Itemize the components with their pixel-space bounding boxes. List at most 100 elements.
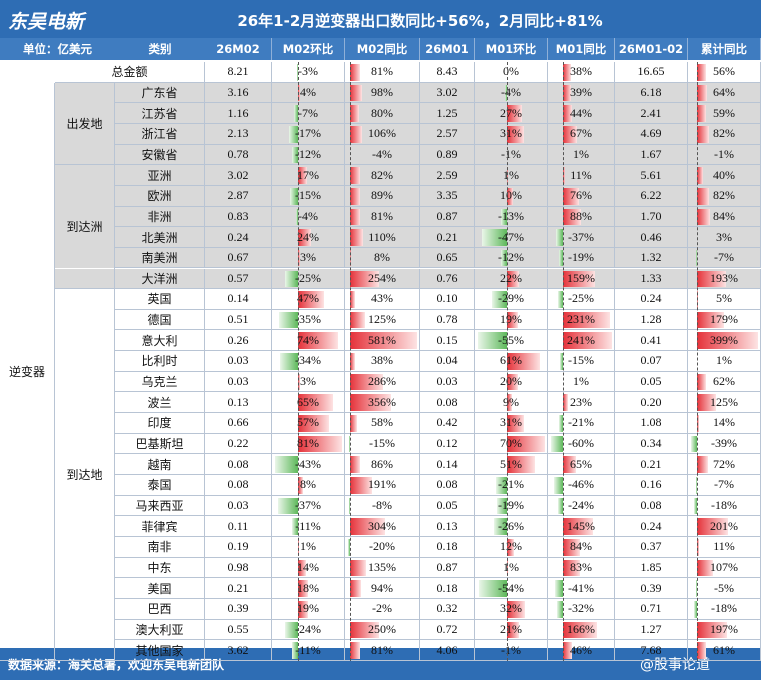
- cell: -21%: [475, 475, 548, 496]
- cell: 14%: [688, 413, 761, 434]
- data-bar: [696, 167, 704, 184]
- row-label: 巴西: [115, 598, 205, 620]
- cell: 304%: [345, 516, 420, 537]
- cell: -1%: [475, 144, 548, 166]
- column-header: 累计同比: [688, 38, 761, 60]
- cell: 19%: [272, 598, 345, 620]
- cell: 0.78: [205, 144, 272, 166]
- cell: -39%: [688, 433, 761, 455]
- cell: -18%: [688, 495, 761, 517]
- data-bar: [493, 518, 508, 535]
- cell: 0.15: [420, 330, 475, 352]
- data-bar: [350, 291, 356, 308]
- row-label: 南美洲: [115, 247, 205, 269]
- data-bar: [696, 373, 707, 391]
- cell: 5%: [688, 289, 761, 310]
- cell: 5.61: [615, 165, 688, 186]
- data-bar: [350, 229, 363, 246]
- data-bar: [500, 208, 508, 226]
- row-label: 亚洲: [115, 165, 205, 186]
- data-bar: [350, 187, 361, 205]
- data-bar: [507, 621, 519, 639]
- data-bar: [350, 208, 360, 226]
- row-label: 意大利: [115, 330, 205, 352]
- data-bar: [348, 538, 351, 556]
- cell: 0.39: [205, 598, 272, 620]
- group-label: 到达洲: [55, 165, 115, 290]
- cell: 19%: [475, 309, 548, 331]
- cell: 6.22: [615, 185, 688, 207]
- cell: 0.46: [615, 227, 688, 248]
- data-bar: [275, 456, 299, 473]
- cell: -41%: [548, 578, 615, 599]
- data-bar: [350, 84, 362, 102]
- source: 数据来源：海关总署，欢迎东吴电新团队: [8, 658, 225, 672]
- cell: 1.27: [615, 619, 688, 641]
- cell: 89%: [345, 185, 420, 207]
- data-bar: [279, 311, 299, 329]
- cell: 0.13: [205, 392, 272, 414]
- data-bar: [350, 394, 392, 412]
- cell: 201%: [688, 516, 761, 537]
- row-label: 澳大利亚: [115, 619, 205, 641]
- data-bar: [507, 538, 514, 556]
- cell: 18%: [272, 578, 345, 599]
- cell: 0%: [475, 62, 548, 83]
- data-bar: [284, 270, 299, 288]
- cell: 12%: [475, 536, 548, 558]
- data-bar: [350, 125, 363, 143]
- cell: 4.06: [420, 640, 475, 661]
- data-bar: [298, 332, 339, 350]
- cell: -18%: [688, 598, 761, 620]
- data-bar: [279, 353, 299, 370]
- data-bar: [350, 642, 360, 659]
- cell: 1%: [475, 557, 548, 579]
- cell: -17%: [272, 123, 345, 145]
- data-bar: [551, 435, 564, 453]
- zero-line: [350, 62, 352, 661]
- row-label: 印度: [115, 413, 205, 434]
- cell: -21%: [548, 413, 615, 434]
- cell: 125%: [345, 309, 420, 331]
- cell: 0.39: [615, 578, 688, 599]
- row-label: 江苏省: [115, 103, 205, 124]
- cell: 4%: [272, 82, 345, 104]
- data-bar: [563, 559, 580, 577]
- data-bar: [507, 270, 520, 288]
- cell: 27%: [475, 103, 548, 124]
- data-bar: [296, 64, 299, 81]
- cell: -8%: [345, 495, 420, 517]
- row-label: 波兰: [115, 392, 205, 414]
- row-label: 美国: [115, 578, 205, 599]
- cell: 2.41: [615, 103, 688, 124]
- data-bar: [563, 105, 573, 122]
- row-label: 欧洲: [115, 185, 205, 207]
- zero-line: [507, 62, 509, 661]
- cell: 83%: [548, 557, 615, 579]
- cell: 31%: [475, 413, 548, 434]
- cell: -4%: [475, 82, 548, 104]
- data-bar: [696, 125, 710, 143]
- cell: 58%: [345, 413, 420, 434]
- cell: 1.33: [615, 268, 688, 290]
- cell: -2%: [345, 598, 420, 620]
- cell: 21%: [475, 619, 548, 641]
- row-label: 大洋洲: [115, 268, 205, 290]
- row-label: 菲律宾: [115, 516, 205, 537]
- row-bg: [55, 103, 761, 124]
- cell: 581%: [345, 330, 420, 352]
- cell: 1.25: [420, 103, 475, 124]
- brand: 东吴电新: [8, 11, 85, 33]
- column-header: M01同比: [548, 38, 615, 60]
- data-bar: [289, 125, 299, 143]
- cell: 0.19: [205, 536, 272, 558]
- header-band: [0, 0, 761, 38]
- row-bg: [55, 206, 761, 228]
- cell: 0.03: [205, 495, 272, 517]
- cell: 0.08: [205, 475, 272, 496]
- row-label: 马来西亚: [115, 495, 205, 517]
- cell: 0.04: [420, 351, 475, 372]
- data-bar: [350, 415, 357, 432]
- data-bar: [507, 105, 522, 122]
- cell: 3%: [688, 227, 761, 248]
